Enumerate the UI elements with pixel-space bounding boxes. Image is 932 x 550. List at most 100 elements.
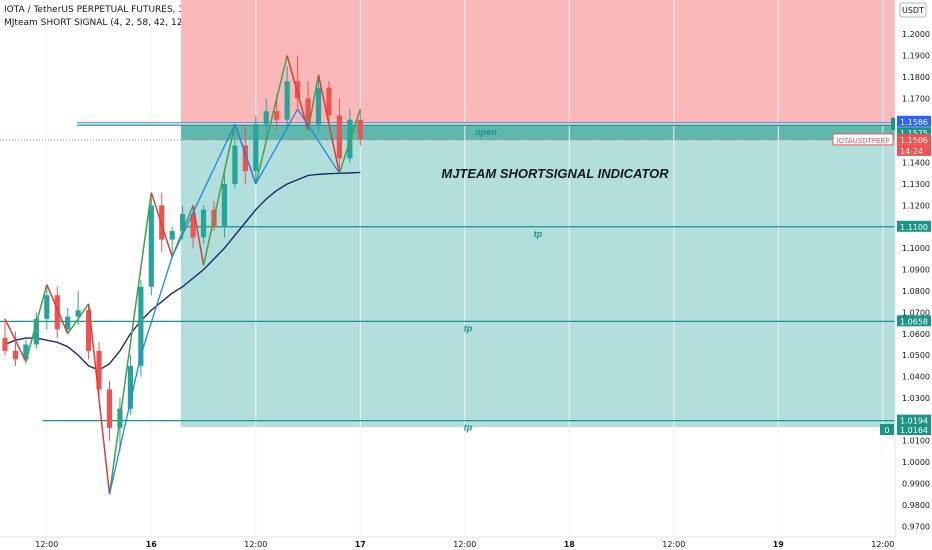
currency-box xyxy=(899,2,927,18)
candle xyxy=(54,295,60,330)
time-tick-label: 19 xyxy=(773,540,785,549)
marker-text: 0 xyxy=(884,426,889,435)
price-tick-label: 1.0400 xyxy=(902,373,930,382)
zigzag-segment xyxy=(202,123,236,266)
zigzag-blue-segment xyxy=(140,256,173,356)
price-tick-label: 0.9700 xyxy=(902,522,930,531)
price-tick-label: 1.1800 xyxy=(902,73,930,82)
zigzag-segment xyxy=(192,205,205,266)
time-tick-label: 16 xyxy=(146,540,158,549)
candle xyxy=(326,87,332,116)
price-tick-label: 1.0300 xyxy=(902,394,930,403)
zigzag-segment xyxy=(46,284,69,335)
zigzag-blue-segment xyxy=(234,123,257,185)
ma-line xyxy=(4,171,361,371)
price-tick-label: 1.0500 xyxy=(902,351,930,360)
price-tag-bg xyxy=(897,127,931,139)
zigzag-segment xyxy=(108,192,153,495)
zigzag-blue-segment xyxy=(255,108,299,185)
candle xyxy=(274,111,280,120)
price-tick-label: 1.1200 xyxy=(902,201,930,210)
price-tick-label: 1.0800 xyxy=(902,287,930,296)
time-tick-label: 12:00 xyxy=(35,540,58,549)
candle xyxy=(232,145,238,184)
zigzag-segment xyxy=(25,284,48,362)
price-tick-label: 1.0700 xyxy=(902,308,930,317)
price-tick-label: 1.0600 xyxy=(902,330,930,339)
currency-label: USDT xyxy=(902,6,924,15)
candle xyxy=(106,389,113,428)
candle xyxy=(23,344,29,360)
price-tick-label: 0.9900 xyxy=(902,480,930,489)
candle xyxy=(357,119,363,140)
price-tick-label: 1.1700 xyxy=(902,94,930,103)
candle xyxy=(169,231,175,240)
zigzag-segment xyxy=(87,303,111,495)
zigzag-segment xyxy=(317,74,341,174)
candle xyxy=(295,81,301,99)
time-tick-label: 12:00 xyxy=(244,540,267,549)
candle xyxy=(138,286,144,366)
price-tag-text: 1.0658 xyxy=(900,317,928,326)
candle xyxy=(284,81,290,120)
level-label: tp xyxy=(534,229,543,239)
price-tag-bg xyxy=(897,115,931,127)
price-tag-bg xyxy=(897,424,931,436)
symbol-tag-bg xyxy=(832,133,894,146)
candle xyxy=(86,310,92,351)
price-tag-bg xyxy=(897,414,931,426)
candle xyxy=(190,213,196,238)
candle xyxy=(96,350,102,390)
symbol-title: IOTA / TetherUS PERPETUAL FUTURES, 15, B… xyxy=(4,5,237,15)
candle xyxy=(148,205,154,287)
zigzag-segment xyxy=(4,318,27,362)
price-tag-bg xyxy=(897,220,931,232)
position-zones xyxy=(181,0,895,428)
price-axis: USDT1.20001.19001.18001.17001.16001.1500… xyxy=(894,0,932,550)
zigzag-segment xyxy=(255,55,288,185)
price-tag-bg xyxy=(897,315,931,327)
price-tick-label: 1.1300 xyxy=(902,180,930,189)
candle xyxy=(33,318,39,345)
price-tick-label: 1.0000 xyxy=(902,458,930,467)
symbol-tag-text: IOTAUSDTPERP xyxy=(836,137,889,145)
price-axis-bg xyxy=(895,0,932,550)
level-label: tp xyxy=(464,423,473,433)
candle xyxy=(305,98,311,125)
price-tag-text: 1.0164 xyxy=(900,426,928,435)
candle xyxy=(75,310,81,317)
level-label: open xyxy=(475,127,497,137)
candle xyxy=(2,338,8,351)
zigzag-blue-segment xyxy=(108,355,142,495)
target-zone xyxy=(181,125,895,428)
indicator-annotation: MJTEAM SHORTSIGNAL INDICATOR xyxy=(441,166,669,181)
zigzag-signals xyxy=(4,55,362,495)
price-tag-text: 1.0194 xyxy=(900,417,928,426)
time-tick-label: 17 xyxy=(355,540,366,549)
price-tag-text: 1.1506 xyxy=(900,136,928,145)
price-tag-text: 1.1586 xyxy=(900,118,928,127)
indicator-title: MJteam SHORT SIGNAL (4, 2, 58, 42, 12, 2… xyxy=(4,18,244,28)
price-tick-label: 1.0100 xyxy=(902,437,930,446)
time-tick-label: 12:00 xyxy=(453,540,476,549)
candle xyxy=(44,295,50,319)
price-tick-label: 1.1000 xyxy=(902,244,930,253)
zigzag-segment xyxy=(150,192,173,257)
price-tag-text: 14:24 xyxy=(900,147,923,156)
zigzag-segment xyxy=(286,55,309,131)
price-tick-label: 1.0900 xyxy=(902,266,930,275)
annotations: MJTEAM SHORTSIGNAL INDICATOR xyxy=(441,166,669,181)
level-lines: open tp tp tp xyxy=(0,122,895,433)
price-tick-label: 1.1400 xyxy=(902,159,930,168)
price-tag-bg xyxy=(897,144,931,156)
price-tag-text: 1.1100 xyxy=(900,223,928,232)
candle xyxy=(180,213,186,232)
time-axis: 12:00 16 12:00 17 12:00 18 12:00 19 12:00 xyxy=(0,536,895,549)
price-tag-text: 1.1575 xyxy=(900,129,928,138)
price-tick-label: 0.9800 xyxy=(902,501,930,510)
candle xyxy=(127,365,133,409)
price-tick-label: 1.2000 xyxy=(902,30,930,39)
candle xyxy=(12,350,19,360)
